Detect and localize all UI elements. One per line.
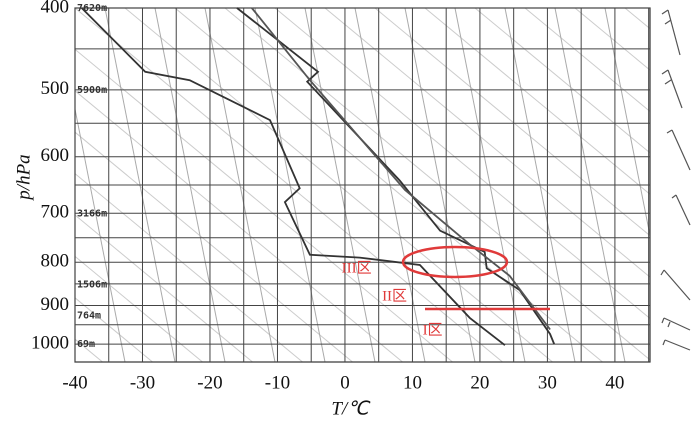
y-tick-label: 400 (41, 0, 70, 17)
adiabat-line (75, 131, 354, 362)
zone-label: II区 (382, 289, 407, 305)
skew-line (655, 8, 700, 362)
y-tick-label: 700 (41, 202, 70, 223)
adiabat-line (374, 8, 650, 237)
zone-label: III区 (342, 261, 372, 277)
adiabat-line (75, 297, 154, 362)
adiabat-line (75, 90, 404, 362)
x-tick-label: 0 (340, 372, 350, 393)
x-tick-label: 10 (403, 372, 422, 393)
adiabat-line (324, 8, 650, 278)
zone-label: I区 (423, 322, 443, 338)
x-tick-label: 40 (605, 372, 624, 393)
x-axis-label: T/℃ (331, 398, 371, 419)
adiabat-line (424, 8, 650, 195)
adiabat-line (124, 8, 554, 362)
x-tick-label: 30 (538, 372, 557, 393)
x-tick-label: 20 (470, 372, 489, 393)
adiabat-line (474, 8, 650, 154)
height-label: 1506m (77, 279, 107, 290)
adiabat-line (174, 8, 604, 362)
y-tick-label: 900 (41, 294, 70, 315)
y-tick-label: 600 (41, 145, 70, 166)
adiabat-line (75, 172, 304, 362)
adiabat-line (0, 8, 25, 422)
zone-ellipse (401, 245, 509, 279)
adiabat-line (675, 8, 700, 422)
sounding-line (251, 7, 551, 331)
y-tick-label: 500 (41, 78, 70, 99)
height-label: 3166m (77, 208, 107, 219)
y-tick-label: 1000 (31, 332, 69, 353)
x-tick-label: -30 (130, 372, 155, 393)
adiabat-line (624, 8, 650, 30)
height-label: 7620m (77, 3, 107, 14)
height-label: 764m (77, 311, 101, 322)
sounding-line (236, 7, 556, 345)
adiabat-line (75, 8, 504, 362)
adiabat-line (524, 8, 650, 113)
adiabat-line (274, 8, 650, 320)
wind-barbs (660, 9, 691, 351)
height-label: 69m (77, 339, 95, 350)
y-tick-label: 800 (41, 251, 70, 272)
adiabat-line (75, 338, 104, 362)
adiabat-line (574, 8, 650, 71)
height-label: 5900m (77, 85, 107, 96)
x-tick-label: -40 (62, 372, 87, 393)
adiabat-line (75, 255, 204, 362)
sounding-line (81, 7, 506, 346)
x-tick-label: -10 (265, 372, 290, 393)
x-tick-label: -20 (197, 372, 222, 393)
y-axis-label: p/hPa (13, 154, 34, 201)
adiabat-line (75, 214, 254, 362)
